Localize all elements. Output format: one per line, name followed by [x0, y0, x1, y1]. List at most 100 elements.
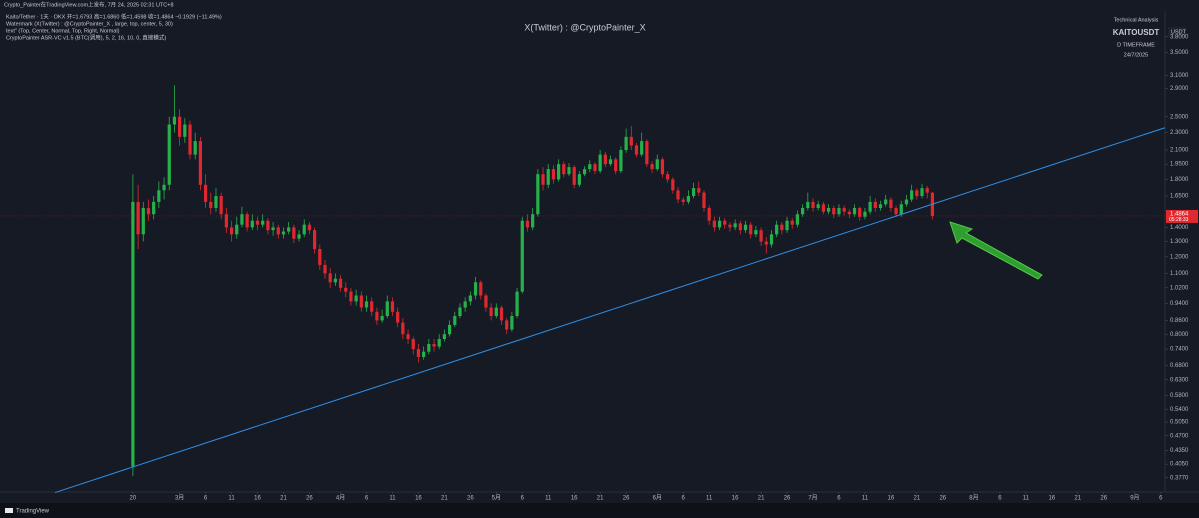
candle-body: [344, 287, 348, 292]
candle-body: [847, 211, 851, 215]
candle-body: [764, 241, 768, 245]
y-tick-label: 1.4000: [1170, 225, 1189, 231]
top-bar: [0, 0, 1199, 11]
candle-body: [157, 190, 161, 202]
candle-body: [769, 234, 774, 245]
x-tick-label: 6: [365, 496, 369, 502]
candle-body: [562, 164, 566, 175]
candle-body: [442, 334, 447, 340]
candle-body: [712, 220, 716, 228]
y-tick-label: 1.2000: [1170, 254, 1189, 260]
y-tick-label: 2.9000: [1170, 86, 1189, 92]
x-tick-label: 5月: [492, 495, 501, 502]
candle-body: [826, 207, 831, 212]
x-tick-label: 6: [521, 496, 525, 502]
y-tick-label: 3.1000: [1170, 73, 1189, 79]
x-tick-label: 21: [280, 496, 287, 502]
info-timeframe: D TIMEFRAME: [1117, 42, 1155, 48]
candle-body: [567, 167, 571, 175]
candle-body: [468, 295, 472, 302]
x-tick-label: 6: [682, 496, 686, 502]
candle-body: [333, 278, 337, 283]
candle-body: [416, 349, 421, 357]
candle-body: [676, 190, 680, 200]
candle-body: [681, 199, 685, 202]
x-tick-label: 26: [467, 496, 474, 502]
x-tick-label: 21: [913, 496, 920, 502]
candle-body: [728, 224, 732, 228]
x-tick-label: 16: [732, 496, 739, 502]
x-tick-label: 16: [415, 496, 422, 502]
candle-body: [276, 227, 280, 235]
candle-body: [162, 184, 166, 191]
candle-body: [780, 224, 784, 231]
candle-body: [702, 192, 706, 208]
candle-body: [650, 164, 654, 170]
candle-body: [785, 220, 789, 231]
y-tick-label: 0.8600: [1170, 318, 1189, 324]
candle-body: [484, 295, 488, 308]
candle-body: [406, 334, 410, 340]
candle-body: [577, 174, 581, 185]
x-tick-label: 11: [1023, 496, 1030, 502]
candle-body: [572, 167, 576, 185]
x-tick-label: 6月: [653, 495, 662, 502]
candle-body: [224, 214, 228, 228]
y-tick-label: 0.6300: [1170, 377, 1189, 383]
candle-body: [437, 339, 441, 347]
candle-body: [801, 207, 805, 215]
y-tick-label: 0.4050: [1170, 462, 1189, 468]
x-tick-label: 6: [1159, 496, 1163, 502]
candle-body: [837, 207, 841, 215]
x-tick-label: 21: [1074, 496, 1081, 502]
watermark: X(Twitter) : @CryptoPainter_X: [524, 22, 645, 32]
candle-body: [494, 307, 498, 317]
x-tick-label: 21: [441, 496, 448, 502]
candle-body: [894, 207, 898, 215]
candle-body: [183, 124, 187, 137]
candle-body: [479, 282, 483, 296]
candle-body: [863, 211, 867, 217]
candle-body: [390, 301, 395, 312]
bottom-bar: [0, 503, 1199, 518]
candle-body: [525, 220, 530, 228]
x-tick-label: 11: [545, 496, 552, 502]
candle-body: [396, 311, 400, 323]
candle-body: [422, 351, 426, 357]
candle-body: [427, 343, 431, 352]
candle-body: [219, 196, 223, 215]
y-tick-label: 0.9400: [1170, 301, 1189, 307]
candle-body: [634, 145, 639, 155]
candle-body: [608, 159, 613, 165]
candle-body: [193, 141, 197, 155]
candle-body: [842, 207, 846, 212]
candle-body: [603, 154, 607, 165]
candle-body: [432, 343, 436, 347]
y-tick-label: 2.5000: [1170, 114, 1189, 120]
y-tick-label: 1.3000: [1170, 239, 1189, 245]
x-tick-label: 11: [862, 496, 869, 502]
x-tick-label: 11: [228, 496, 235, 502]
candle-body: [733, 223, 737, 228]
trendline: [54, 127, 1166, 494]
candle-body: [655, 159, 659, 170]
candle-body: [323, 264, 327, 274]
legend-line: Watermark (X(Twitter) : @CryptoPainter_X…: [6, 21, 173, 27]
candle-body: [717, 220, 722, 228]
x-tick-label: 16: [888, 496, 895, 502]
x-tick-label: 16: [1048, 496, 1055, 502]
publisher: Crypto_Painter在TradingView.com上发布, 7月 24…: [4, 0, 174, 8]
candle-body: [240, 214, 244, 225]
candle-body: [816, 204, 820, 208]
candle-body: [458, 307, 462, 317]
candle-body: [614, 159, 618, 172]
info-symbol: KAITOUSDT: [1113, 28, 1160, 37]
candle-body: [858, 207, 862, 217]
currency: USDT: [1171, 29, 1187, 35]
candle-body: [749, 224, 753, 235]
y-tick-label: 1.8000: [1170, 177, 1189, 183]
candle-body: [515, 291, 519, 317]
candle-body: [188, 124, 192, 155]
x-tick-label: 26: [1100, 496, 1107, 502]
x-tick-label: 7月: [808, 495, 817, 502]
